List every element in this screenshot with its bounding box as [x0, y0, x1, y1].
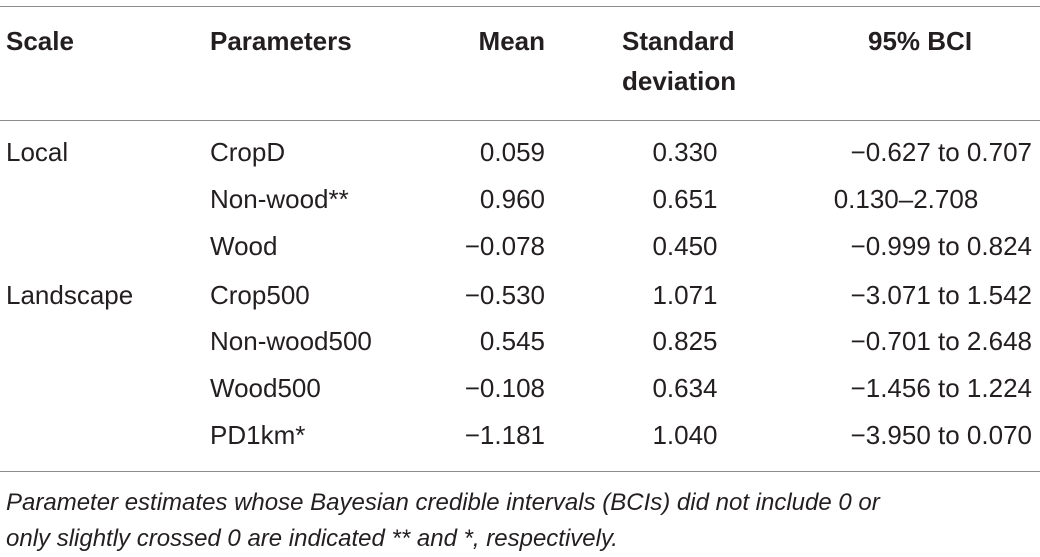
cell-mean: −0.108: [464, 373, 545, 403]
cell-sd: 0.651: [652, 184, 718, 214]
cell-sd: 1.071: [652, 280, 718, 310]
cell-sd: 0.450: [652, 231, 718, 261]
cell-parameter: Crop500: [210, 280, 310, 310]
cell-parameter: CropD: [210, 137, 286, 167]
header-mean: Mean: [478, 26, 545, 56]
header-deviation: deviation: [622, 66, 737, 96]
cell-scale-landscape: Landscape: [6, 280, 134, 310]
cell-bci: −3.071 to 1.542: [850, 280, 1032, 310]
cell-mean: −0.530: [464, 280, 545, 310]
table-bottom-rule: [0, 471, 1040, 472]
cell-bci: −0.999 to 0.824: [850, 231, 1032, 261]
cell-sd: 0.825: [652, 326, 718, 356]
cell-mean: 0.960: [479, 184, 545, 214]
cell-parameter: PD1km*: [210, 420, 306, 450]
header-95-bci: 95% BCI: [868, 26, 973, 56]
header-parameters: Parameters: [210, 26, 352, 56]
table-header-rule: [0, 120, 1040, 121]
cell-parameter: Non-wood500: [210, 326, 372, 356]
table-footnote: Parameter estimates whose Bayesian credi…: [6, 489, 880, 552]
table-top-rule: [0, 6, 1040, 7]
cell-mean: 0.545: [479, 326, 545, 356]
cell-mean: −0.078: [464, 231, 545, 261]
cell-parameter: Wood: [210, 231, 278, 261]
cell-mean: 0.059: [479, 137, 545, 167]
cell-scale-local: Local: [6, 137, 69, 167]
cell-sd: 0.330: [652, 137, 718, 167]
header-standard: Standard: [622, 26, 735, 56]
cell-mean: −1.181: [464, 420, 545, 450]
cell-bci: 0.130–2.708: [833, 184, 979, 214]
cell-parameter: Non-wood**: [210, 184, 349, 214]
cell-bci: −0.627 to 0.707: [850, 137, 1032, 167]
cell-sd: 0.634: [652, 373, 718, 403]
cell-parameter: Wood500: [210, 373, 321, 403]
cell-sd: 1.040: [652, 420, 718, 450]
cell-bci: −3.950 to 0.070: [850, 420, 1032, 450]
cell-bci: −0.701 to 2.648: [850, 326, 1032, 356]
cell-bci: −1.456 to 1.224: [850, 373, 1032, 403]
header-scale: Scale: [6, 26, 74, 56]
